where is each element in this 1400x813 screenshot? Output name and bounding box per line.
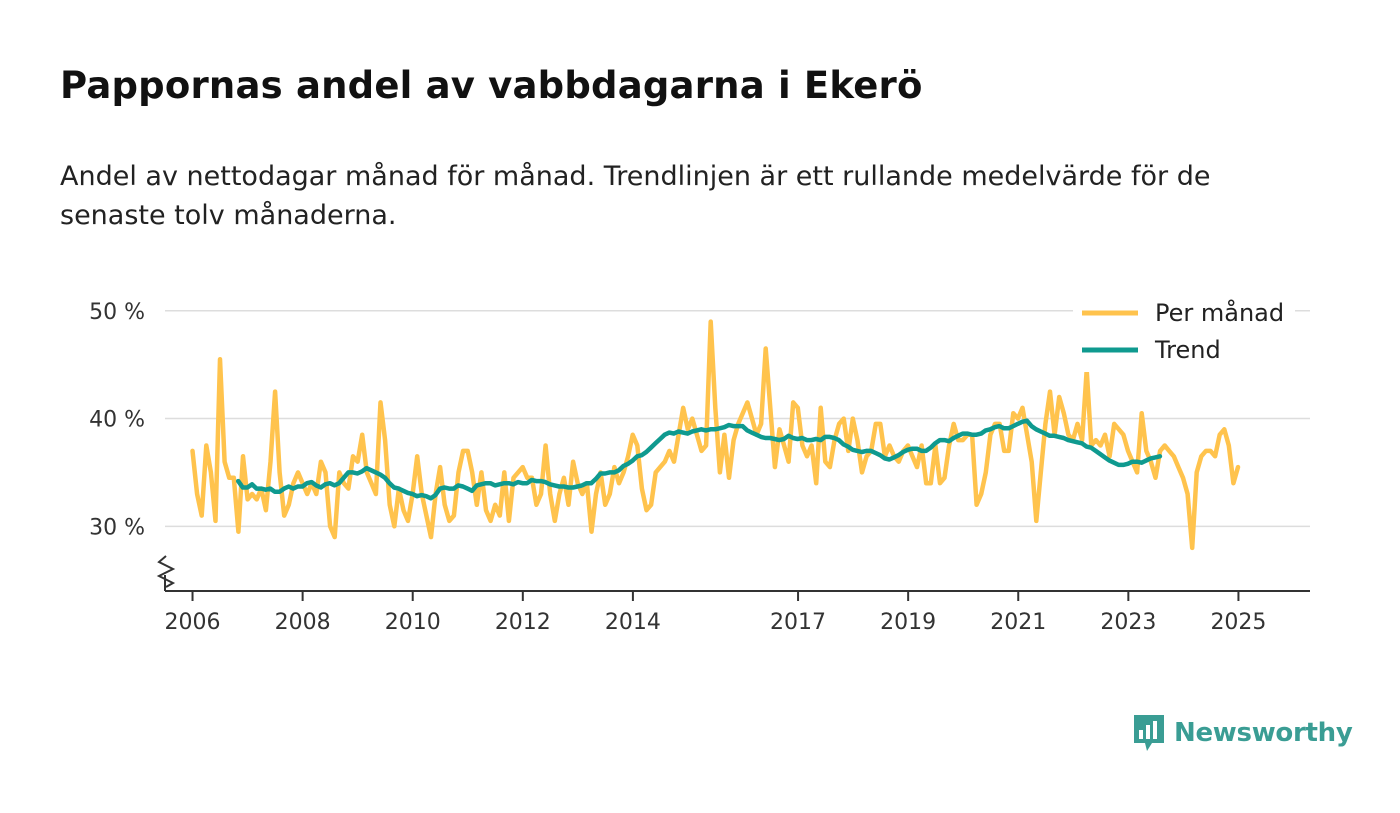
x-tick-label: 2006 xyxy=(165,610,221,635)
newsworthy-logo-icon xyxy=(1134,715,1164,751)
x-tick-label: 2010 xyxy=(385,610,441,635)
legend-background xyxy=(1073,296,1295,372)
monthly-series-line xyxy=(190,319,1241,551)
x-tick-label: 2012 xyxy=(495,610,551,635)
legend-label-trend: Trend xyxy=(1154,336,1221,364)
x-tick-label: 2017 xyxy=(770,610,826,635)
axis-break-icon xyxy=(156,555,176,588)
series-lines xyxy=(190,319,1241,551)
x-tick-label: 2019 xyxy=(880,610,936,635)
x-tick-label: 2014 xyxy=(605,610,661,635)
y-tick-label: 30 % xyxy=(89,515,145,540)
x-tick-label: 2008 xyxy=(275,610,331,635)
chart-subtitle: Andel av nettodagar månad för månad. Tre… xyxy=(60,161,1211,231)
chart-title: Pappornas andel av vabbdagarna i Ekerö xyxy=(60,64,923,107)
x-tick-label: 2025 xyxy=(1210,610,1266,635)
y-axis-labels: 30 % 40 % 50 % xyxy=(89,300,145,541)
y-tick-label: 40 % xyxy=(89,408,145,433)
x-tick-label: 2021 xyxy=(990,610,1046,635)
newsworthy-brand: Newsworthy xyxy=(1132,712,1353,754)
trend-series-line xyxy=(235,418,1163,501)
brand-name: Newsworthy xyxy=(1174,718,1353,748)
legend-label-monthly: Per månad xyxy=(1155,298,1284,327)
y-tick-label: 50 % xyxy=(89,300,145,325)
x-axis: 2006 2008 2010 2012 2014 2017 2019 2021 2023 2025 xyxy=(156,555,1310,635)
x-tick-label: 2023 xyxy=(1100,610,1156,635)
legend: Per månad Trend xyxy=(1073,296,1295,372)
